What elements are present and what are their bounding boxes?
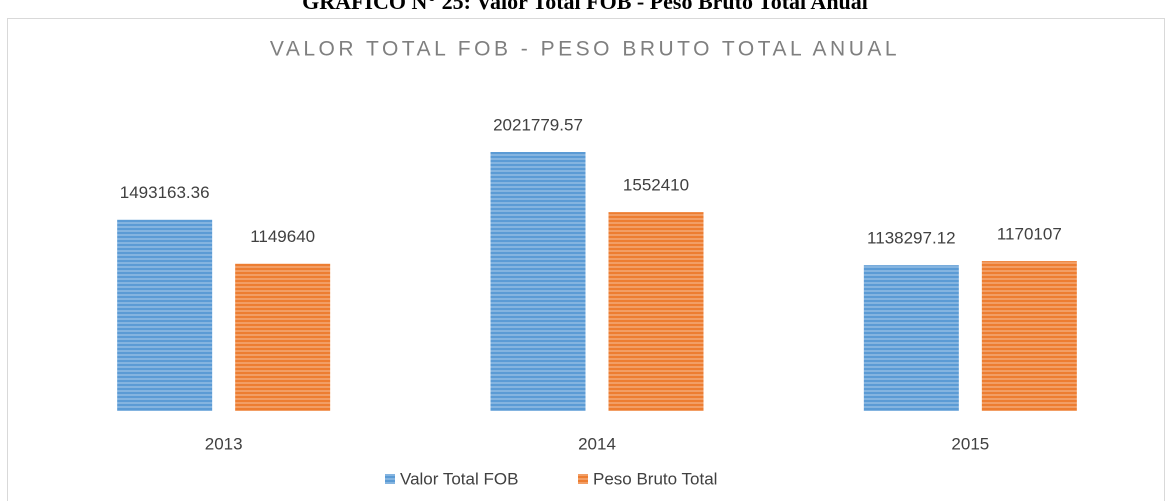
data-label: 1149640 (250, 227, 315, 246)
legend-swatch (578, 474, 588, 484)
bar (117, 219, 213, 411)
chart-title: VALOR TOTAL FOB - PESO BRUTO TOTAL ANUAL (270, 38, 900, 61)
data-label: 2021779.57 (493, 115, 583, 134)
data-label: 1138297.12 (867, 229, 956, 248)
bar (235, 263, 331, 411)
data-label: 1170107 (997, 225, 1062, 244)
legend-swatch (385, 474, 395, 484)
data-label: 1552410 (623, 176, 689, 195)
bar (490, 152, 586, 411)
bar (981, 261, 1077, 411)
bar (608, 212, 704, 411)
legend-label: Peso Bruto Total (593, 469, 717, 488)
x-tick-label: 2014 (578, 434, 616, 453)
data-label: 1493163.36 (120, 183, 210, 202)
page-heading: GRÁFICO N° 25: Valor Total FOB - Peso Br… (302, 0, 868, 14)
x-tick-label: 2015 (951, 434, 989, 453)
bar (863, 265, 959, 411)
legend-label: Valor Total FOB (400, 469, 518, 488)
x-tick-label: 2013 (205, 434, 243, 453)
